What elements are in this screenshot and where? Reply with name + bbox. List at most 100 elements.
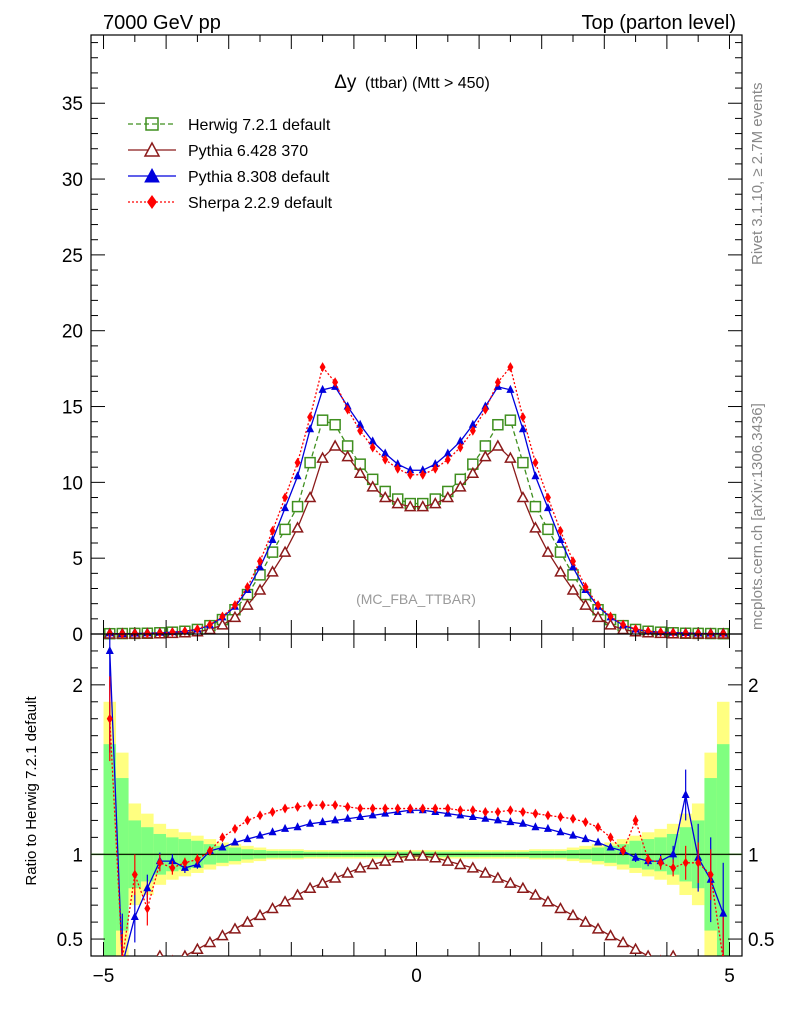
data-point-filled-diamond [231,823,238,834]
plot-title-main: Δy [334,72,357,93]
data-point-filled-triangle [543,503,552,512]
data-point-open-triangle [316,876,329,888]
data-point-filled-triangle [719,908,728,917]
data-point-filled-diamond [494,377,501,388]
data-point-filled-diamond [595,822,602,833]
data-point-filled-diamond [206,845,213,856]
data-point-filled-triangle [568,562,577,571]
data-point-filled-triangle [393,459,402,468]
data-point-filled-diamond [244,815,251,826]
data-point-filled-diamond [582,581,589,592]
data-point-open-triangle [629,942,642,954]
data-point-filled-diamond [194,623,201,634]
data-point-filled-diamond [206,619,213,630]
data-point-filled-diamond [595,600,602,611]
data-point-filled-triangle [406,465,415,474]
x-tick-label: 0 [411,966,422,987]
data-point-filled-triangle [468,419,477,428]
data-point-open-triangle [266,902,279,914]
ratio-panel: 0.5 0.5 1 1 2 2 −5 0 5 [57,633,774,987]
data-point-open-triangle [591,922,605,934]
main-y-tick-label: 15 [62,398,83,419]
data-point-filled-triangle [318,817,327,826]
data-point-filled-diamond [544,810,551,821]
data-point-filled-triangle [368,810,377,819]
data-point-filled-triangle [531,822,540,831]
uncertainty-band-stat [716,744,730,956]
data-point-open-triangle [541,895,555,907]
main-panel: 0 5 10 15 20 25 30 35 [62,34,743,646]
data-point-filled-diamond [156,627,163,638]
header-right: Top (parton level) [581,12,736,34]
data-point-open-triangle [491,871,505,883]
data-point-open-triangle [416,849,430,861]
main-y-tick-label: 0 [72,625,83,646]
data-point-open-triangle [228,610,242,623]
data-point-filled-triangle [556,534,565,543]
data-point-filled-triangle [518,818,527,827]
data-point-filled-diamond [269,525,276,536]
data-point-open-triangle [156,949,164,956]
data-point-filled-triangle [343,813,352,822]
data-point-open-triangle [579,915,592,927]
data-point-filled-diamond [582,817,589,828]
data-point-filled-diamond [144,628,151,639]
data-point-filled-diamond [244,581,251,592]
data-point-open-triangle [391,497,404,509]
ratio-line [109,650,724,956]
legend: Herwig 7.2.1 default Pythia 6.428 370 Py… [128,117,333,212]
data-point-filled-triangle [105,645,114,654]
data-point-filled-diamond [332,377,339,388]
ratio-y-tick-label-right: 1 [748,845,759,866]
data-point-open-triangle [479,450,492,462]
header-left: 7000 GeV pp [103,12,221,34]
data-point-open-triangle [604,929,617,941]
data-point-filled-diamond [645,854,652,865]
data-point-filled-diamond [257,810,264,821]
legend-entry-herwig: Herwig 7.2.1 default [128,117,331,134]
data-point-open-triangle [441,490,455,503]
series-3 [106,362,727,639]
data-point-filled-diamond [407,803,414,814]
data-point-filled-diamond [382,454,389,465]
data-point-filled-diamond [432,463,439,474]
data-point-filled-triangle [356,812,365,821]
data-point-filled-diamond [344,801,351,812]
data-point-open-triangle [644,949,652,956]
data-point-filled-triangle [306,424,315,433]
data-point-filled-diamond [469,805,476,816]
data-point-filled-diamond [444,454,451,465]
data-point-filled-diamond [319,800,326,811]
data-point-open-triangle [341,866,354,878]
data-point-filled-diamond [482,806,489,817]
data-point-filled-diamond [282,492,289,503]
legend-label-sherpa: Sherpa 2.2.9 default [188,195,333,212]
data-point-filled-triangle [594,837,603,846]
data-point-filled-diamond [620,845,627,856]
data-point-filled-diamond [482,404,489,415]
data-point-filled-diamond [657,857,664,868]
data-point-open-triangle [366,857,379,870]
plot-title: Δy (ttbar) (Mtt > 450) [334,72,490,93]
data-point-open-triangle [454,857,467,870]
data-point-filled-triangle [356,419,365,428]
data-point-open-triangle [253,583,267,595]
data-point-open-triangle [253,908,267,921]
data-point-filled-triangle [130,912,139,921]
data-point-filled-diamond [607,832,614,843]
data-point-open-triangle [303,490,317,503]
data-point-filled-triangle [143,883,152,892]
data-point-filled-diamond [282,803,289,814]
data-point-filled-triangle [431,459,440,468]
data-point-open-triangle [566,583,580,595]
data-point-filled-diamond [307,800,314,811]
data-point-open-triangle [241,598,254,610]
data-point-filled-diamond [382,803,389,814]
data-point-filled-triangle [556,827,565,836]
analysis-watermark: (MC_FBA_TTBAR) [356,591,476,607]
data-point-open-square [279,523,291,536]
data-point-open-triangle [429,497,442,509]
data-point-filled-diamond [332,800,339,811]
data-point-filled-triangle [493,815,502,824]
